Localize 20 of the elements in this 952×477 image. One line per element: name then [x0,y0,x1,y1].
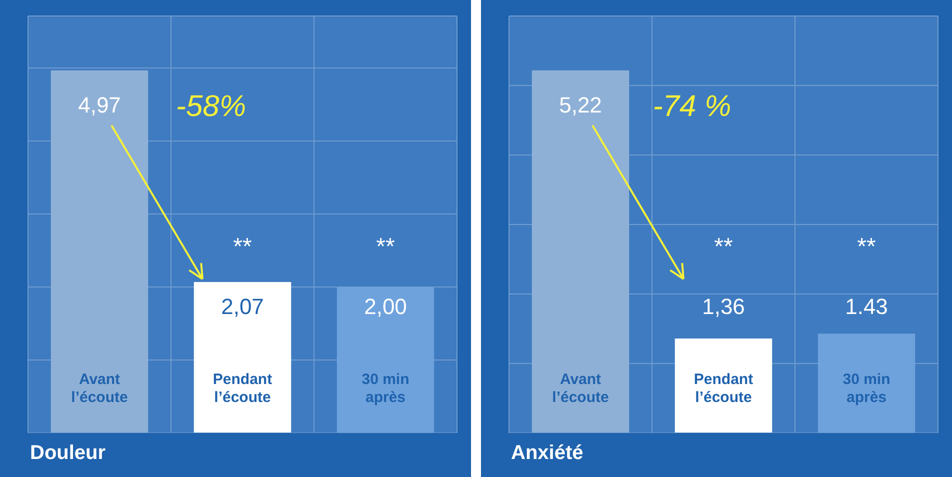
annotation: ** [376,234,395,261]
x-tick-label: Pendant l’écoute [212,371,272,406]
annotation: ** [857,234,876,261]
x-tick-label: Avant l’écoute [552,371,609,406]
data-label: 2,00 [364,294,407,320]
text: Douleur [30,442,106,465]
data-label: 4,97 [78,92,121,118]
data-label: 5,22 [559,92,602,118]
annotation: ** [233,234,252,261]
data-label: 2,07 [221,294,264,320]
x-tick-label: 30 min après [362,371,410,406]
annotation: ** [714,234,733,261]
x-tick-label: 30 min après [842,371,890,406]
data-label: 1,36 [702,294,745,320]
annotation: -74 % [652,90,732,124]
annotation: -58% [176,90,246,124]
data-label: 1.43 [845,294,888,320]
x-tick-label: Avant l’écoute [71,371,128,406]
x-tick-label: Pendant l’écoute [694,371,754,406]
text: Anxiété [511,442,584,465]
